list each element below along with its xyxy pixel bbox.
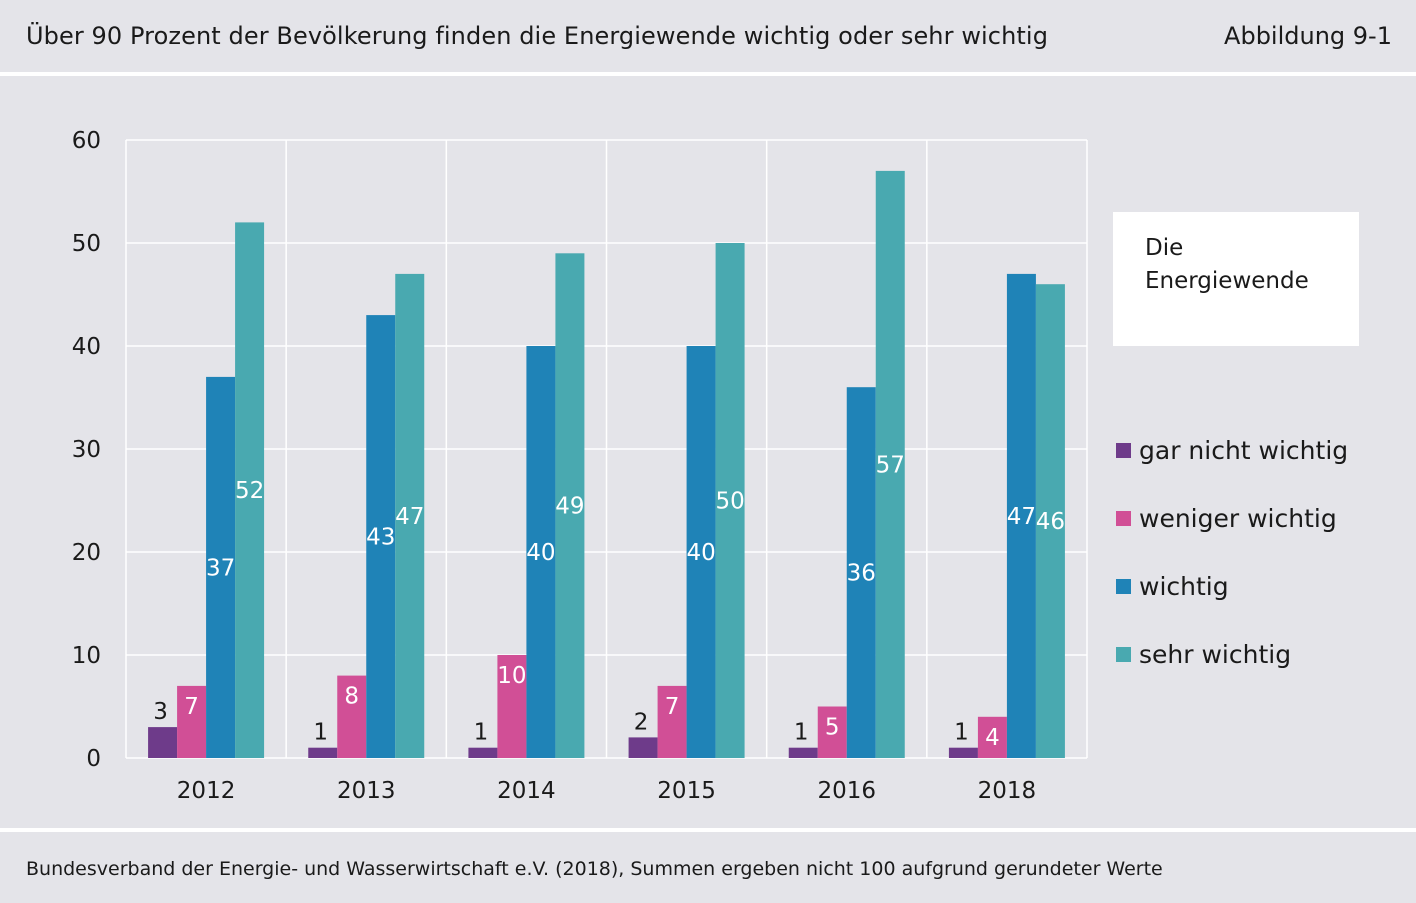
data-label: 7	[665, 694, 680, 720]
legend-label: wichtig	[1139, 571, 1229, 601]
bar	[395, 273, 425, 758]
data-label: 1	[474, 720, 489, 746]
legend-label: weniger wichtig	[1139, 503, 1337, 533]
data-label: 49	[555, 494, 584, 520]
bar	[686, 346, 716, 758]
legend-title-box: Die Energiewende	[1113, 212, 1359, 346]
bar	[366, 315, 396, 758]
data-label: 43	[366, 525, 395, 551]
legend-label: sehr wichtig	[1139, 639, 1292, 669]
data-label: 8	[344, 684, 359, 710]
data-label: 7	[184, 694, 199, 720]
data-label: 57	[876, 452, 905, 478]
data-label: 1	[313, 720, 328, 746]
bar	[628, 737, 658, 758]
bar	[468, 747, 498, 758]
y-tick-label: 30	[72, 437, 101, 463]
bar	[555, 253, 585, 759]
data-label: 2	[634, 709, 649, 735]
legend-item: wichtig	[1116, 566, 1229, 606]
bar	[788, 747, 818, 758]
legend-item: weniger wichtig	[1116, 498, 1337, 538]
y-tick-label: 0	[86, 746, 101, 772]
bar	[177, 685, 207, 758]
y-tick-label: 10	[72, 643, 101, 669]
bar	[1035, 284, 1065, 758]
data-label: 36	[847, 561, 876, 587]
bar	[235, 222, 265, 758]
header: Über 90 Prozent der Bevölkerung finden d…	[0, 0, 1416, 72]
x-tick-label: 2013	[337, 778, 396, 804]
data-label: 52	[235, 478, 264, 504]
legend-item: sehr wichtig	[1116, 634, 1291, 674]
source-note: Bundesverband der Energie- und Wasserwir…	[26, 858, 1163, 880]
data-label: 47	[1007, 504, 1036, 530]
bar	[875, 170, 905, 758]
y-tick-label: 20	[72, 540, 101, 566]
data-label: 46	[1036, 509, 1065, 535]
x-tick-label: 2016	[817, 778, 876, 804]
y-tick-label: 50	[72, 231, 101, 257]
footer-divider	[0, 828, 1416, 832]
x-tick-label: 2014	[497, 778, 556, 804]
figure-label: Abbildung 9-1	[1224, 22, 1392, 50]
x-tick-label: 2015	[657, 778, 716, 804]
data-label: 5	[825, 715, 840, 741]
data-label: 1	[794, 720, 809, 746]
legend-title: Die Energiewende	[1145, 235, 1309, 294]
data-label: 50	[715, 489, 744, 515]
bar	[526, 346, 556, 758]
x-tick-label: 2018	[978, 778, 1037, 804]
data-label: 47	[395, 504, 424, 530]
data-label: 4	[985, 725, 1000, 751]
data-label: 40	[686, 540, 715, 566]
y-tick-label: 60	[72, 128, 101, 154]
bar	[977, 716, 1007, 758]
bar	[715, 243, 745, 758]
legend-swatch	[1116, 646, 1131, 662]
bar	[846, 387, 876, 758]
bar	[206, 376, 236, 758]
bar	[817, 706, 847, 758]
data-label: 40	[526, 540, 555, 566]
bar	[148, 727, 178, 758]
x-tick-label: 2012	[177, 778, 236, 804]
bar	[308, 747, 338, 758]
data-label: 3	[153, 699, 168, 725]
data-label: 37	[206, 555, 235, 581]
legend-swatch	[1116, 442, 1131, 458]
legend-swatch	[1116, 510, 1131, 526]
bar	[1006, 273, 1036, 758]
bar	[337, 675, 367, 758]
page-title: Über 90 Prozent der Bevölkerung finden d…	[26, 22, 1049, 50]
bar	[657, 685, 687, 758]
data-label: 10	[497, 663, 526, 689]
header-divider	[0, 72, 1416, 76]
y-tick-label: 40	[72, 334, 101, 360]
bar	[497, 655, 527, 758]
data-label: 1	[954, 720, 969, 746]
legend-item: gar nicht wichtig	[1116, 430, 1348, 470]
legend-swatch	[1116, 578, 1131, 594]
bar	[948, 747, 978, 758]
legend-label: gar nicht wichtig	[1139, 435, 1349, 465]
